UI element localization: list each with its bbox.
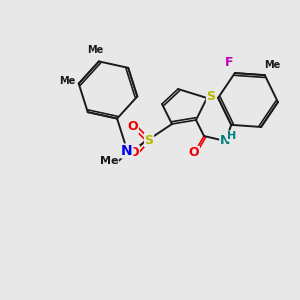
Text: O: O [189,146,199,160]
Text: O: O [128,121,138,134]
Text: S: S [145,134,154,146]
Text: Me: Me [59,76,75,86]
Text: N: N [220,134,230,146]
Text: Me: Me [100,156,118,166]
Text: H: H [227,131,237,141]
Text: Me: Me [265,60,281,70]
Text: N: N [121,144,133,158]
Text: F: F [225,56,234,69]
Text: Me: Me [87,45,104,55]
Text: O: O [129,146,139,158]
Text: S: S [206,89,215,103]
